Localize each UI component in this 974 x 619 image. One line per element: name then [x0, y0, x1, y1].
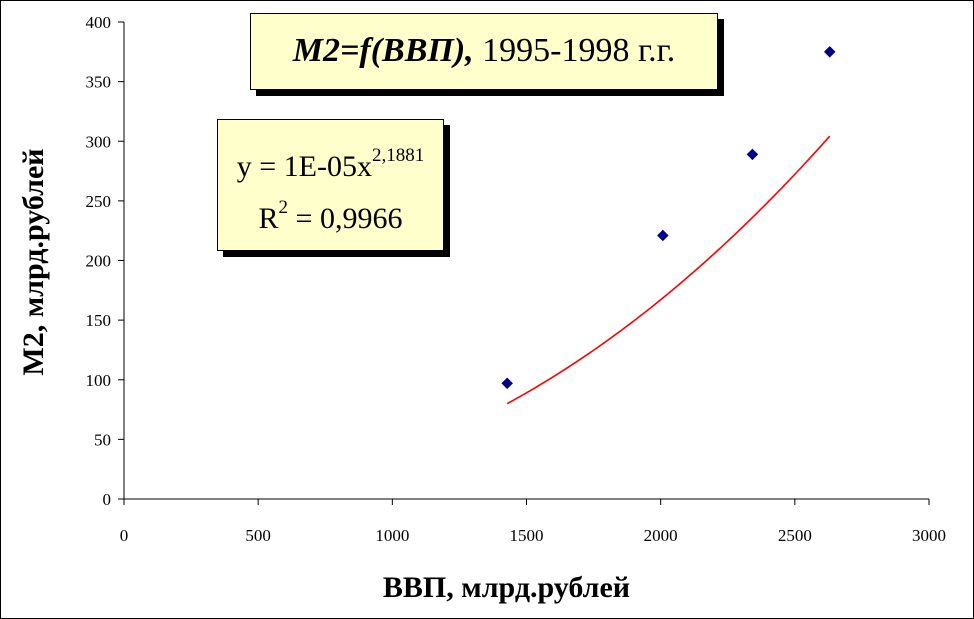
r-squared: R2 = 0,9966: [218, 198, 443, 236]
y-tick-label: 200: [86, 252, 112, 271]
chart-title: M2=f(ВВП), 1995-1998 г.г.: [251, 32, 717, 70]
data-point: [501, 377, 514, 390]
r2-prefix: R: [258, 202, 279, 235]
x-tick-label: 1000: [375, 526, 409, 545]
y-tick-label: 350: [86, 73, 112, 92]
y-tick-label: 100: [86, 371, 112, 390]
trendline: [506, 135, 831, 405]
x-tick-label: 1500: [510, 526, 544, 545]
trendline-equation: y = 1E-05x2,1881: [218, 146, 443, 184]
x-tick-label: 2000: [644, 526, 678, 545]
r2-exponent: 2: [278, 197, 289, 218]
equation-box: y = 1E-05x2,1881 R2 = 0,9966: [217, 119, 444, 251]
r2-value: = 0,9966: [288, 202, 403, 235]
data-point: [656, 229, 669, 242]
x-axis-title: ВВП, млрд.рублей: [383, 571, 630, 604]
chart-title-sub: 1995-1998 г.г.: [482, 32, 676, 69]
y-tick-label: 300: [86, 132, 112, 151]
equation-exponent: 2,1881: [371, 145, 425, 166]
y-tick-label: 50: [94, 430, 111, 449]
chart-title-main: M2=f(ВВП),: [292, 32, 474, 69]
data-point: [823, 45, 836, 58]
x-tick-label: 2500: [778, 526, 812, 545]
equation-prefix: y = 1E-05x: [236, 150, 372, 183]
x-tick-label: 500: [245, 526, 271, 545]
y-tick-label: 150: [86, 311, 112, 330]
y-axis-title: М2, млрд.рублей: [17, 148, 50, 375]
title-box: M2=f(ВВП), 1995-1998 г.г.: [250, 13, 718, 90]
x-tick-label: 0: [120, 526, 129, 545]
y-tick-label: 250: [86, 192, 112, 211]
data-point: [746, 148, 759, 161]
y-tick-label: 400: [86, 13, 112, 32]
x-tick-label: 3000: [912, 526, 946, 545]
y-tick-label: 0: [103, 490, 112, 509]
